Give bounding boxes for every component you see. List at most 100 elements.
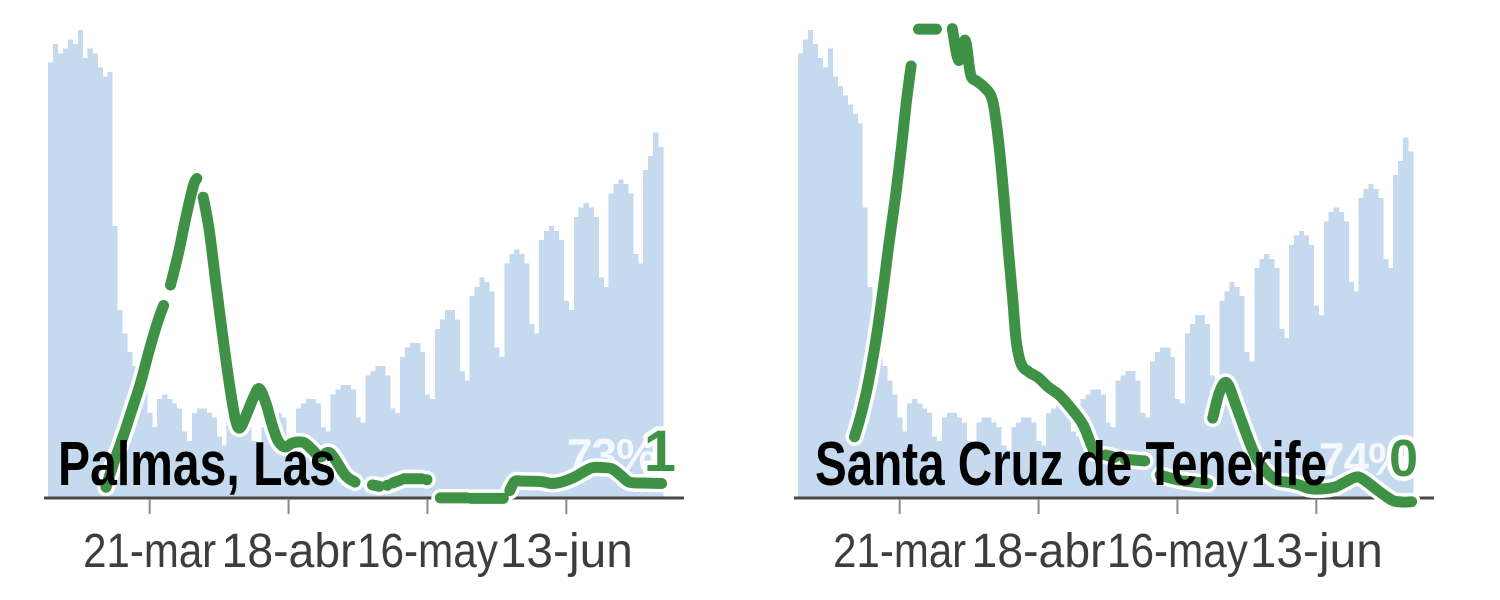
mobility-bar — [167, 398, 173, 497]
mobility-bar — [1199, 314, 1205, 497]
mobility-bar — [231, 412, 237, 497]
mobility-bar — [807, 30, 814, 497]
mobility-bar — [52, 44, 59, 497]
cases-trend-line — [165, 173, 203, 291]
mobility-bar — [1125, 370, 1131, 497]
mobility-bar — [484, 282, 490, 497]
mobility-bar — [1031, 422, 1037, 497]
mobility-bar — [1373, 188, 1379, 498]
mobility-bar — [92, 53, 98, 498]
mobility-bar — [1046, 412, 1052, 497]
mobility-bar — [608, 193, 614, 497]
mobility-bar — [77, 30, 83, 497]
mobility-bar — [887, 380, 893, 498]
mobility-bar — [449, 310, 455, 497]
mobility-bar — [405, 347, 411, 497]
cases-trend-line — [1179, 475, 1214, 489]
mobility-bar — [1011, 426, 1017, 497]
mobility-bar — [578, 207, 584, 497]
mobility-bar — [87, 48, 93, 497]
mobility-bar — [946, 412, 953, 497]
bars-layer — [48, 30, 664, 498]
mobility-bar — [420, 352, 426, 497]
mobility-bar — [97, 67, 103, 498]
mobility-bar — [390, 408, 396, 497]
mobility-bar — [67, 39, 74, 498]
mobility-bar — [360, 422, 366, 497]
mobility-bar — [1269, 258, 1275, 497]
mobility-bar — [147, 412, 153, 497]
mobility-bar — [638, 263, 644, 497]
mobility-bar — [335, 389, 341, 497]
mobility-bar — [1075, 436, 1081, 497]
cases-trend-line — [504, 461, 668, 496]
mobility-bar — [400, 356, 406, 497]
mobility-bar — [1135, 380, 1141, 498]
mobility-bar — [1115, 380, 1121, 498]
mobility-bar — [142, 384, 148, 497]
chart-title: Palmas, Las — [58, 430, 336, 499]
line-layer — [845, 19, 1421, 512]
mobility-bar — [479, 277, 485, 497]
mobility-bar — [1398, 160, 1404, 498]
mobility-bar — [653, 132, 659, 497]
mobility-bar — [827, 48, 833, 497]
mobility-bar — [658, 146, 664, 498]
mobility-bar — [986, 417, 992, 497]
mobility-bar — [509, 254, 515, 497]
mobility-bar — [583, 202, 589, 498]
mobility-bar — [1065, 408, 1072, 497]
mobility-bar — [82, 58, 88, 497]
mobility-bar — [1120, 375, 1126, 497]
mobility-bar — [271, 412, 277, 497]
mobility-bar — [1194, 314, 1201, 497]
x-axis-tick-label: 18-abr — [222, 525, 356, 578]
mobility-bar — [926, 412, 933, 497]
mobility-bar — [519, 254, 525, 497]
x-axis-tick-label: 18-abr — [972, 525, 1106, 578]
mobility-bar — [1378, 198, 1384, 497]
mobility-bar — [892, 394, 898, 497]
mobility-bar — [251, 441, 257, 497]
mobility-bar — [1026, 417, 1032, 497]
cases-trend-line-halo — [943, 19, 1104, 463]
mobility-bar — [1358, 198, 1364, 497]
mobility-bar — [882, 366, 888, 497]
mobility-bar — [112, 226, 118, 497]
mobility-bar — [1214, 384, 1220, 497]
mobility-bar — [241, 417, 247, 497]
mobility-bar — [951, 412, 957, 497]
mobility-bar — [474, 286, 480, 497]
mobility-bar — [211, 417, 217, 497]
mobility-bar — [206, 412, 212, 497]
mobility-bar — [281, 417, 287, 497]
mobility-bar — [340, 384, 346, 497]
mobility-bar — [1388, 268, 1394, 497]
mobility-bar — [588, 207, 594, 497]
mobility-bar — [1209, 375, 1215, 497]
mobility-bar — [842, 95, 848, 498]
x-axis-tick-label: 21-mar — [833, 525, 966, 578]
mobility-bar — [469, 296, 475, 497]
mobility-bar — [961, 422, 967, 497]
mobility-bar — [1021, 417, 1027, 497]
mobility-bar — [296, 408, 302, 497]
mobility-bar — [226, 417, 232, 497]
cases-trend-line — [197, 191, 361, 488]
mobility-bar — [132, 366, 138, 497]
mobility-bar — [1036, 441, 1042, 497]
mobility-bar — [1189, 324, 1196, 497]
mobility-bar — [877, 347, 883, 497]
mobility-bar — [1050, 408, 1057, 497]
mobility-bar — [196, 408, 203, 497]
mobility-bar — [548, 226, 555, 497]
mobility-bar — [1408, 151, 1414, 497]
mobility-bar — [1100, 394, 1106, 497]
mobility-bar — [286, 436, 292, 497]
mobility-bar — [424, 394, 431, 497]
mobility-bar — [291, 441, 297, 497]
mobility-bar — [1279, 328, 1285, 497]
mobility-bar — [216, 436, 222, 497]
mobility-bar — [1323, 221, 1329, 497]
